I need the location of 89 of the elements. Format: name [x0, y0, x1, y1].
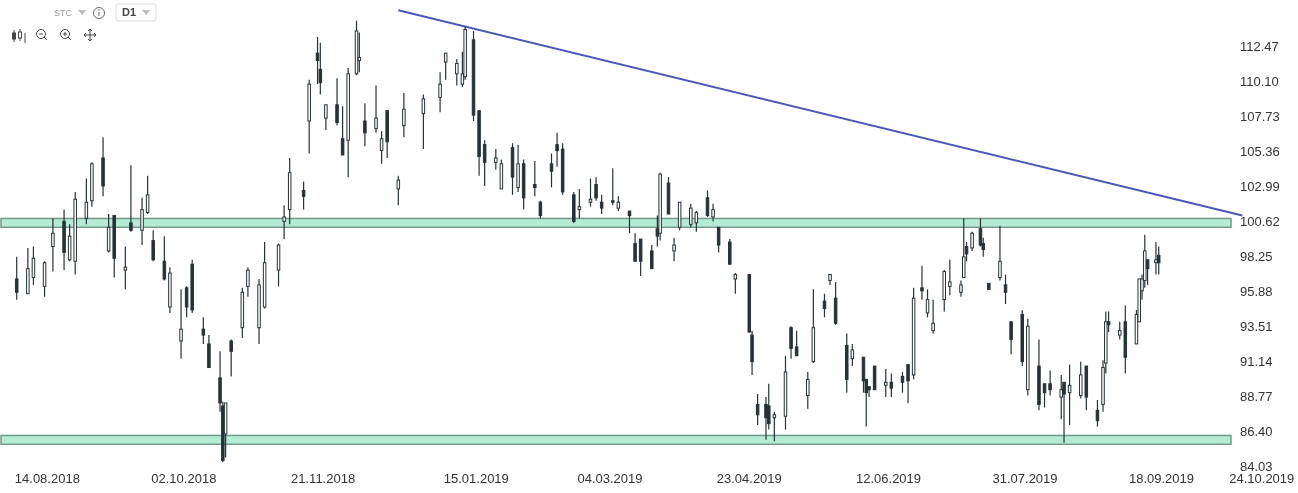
- candlestick: [246, 266, 250, 298]
- candlestick: [363, 102, 367, 147]
- candlestick: [906, 363, 910, 404]
- y-tick-label: 110.10: [1240, 73, 1279, 89]
- y-tick-label: 84.03: [1240, 458, 1273, 474]
- candlestick: [494, 148, 498, 171]
- candlestick: [638, 238, 643, 277]
- y-tick-label: 98.25: [1240, 248, 1273, 264]
- candlestick: [900, 371, 905, 394]
- candlestick: [822, 293, 827, 318]
- candlestick: [794, 330, 799, 357]
- candlestick: [962, 217, 966, 279]
- candlestick: [357, 31, 362, 73]
- candlestick: [925, 288, 930, 318]
- x-tick-label: 24.10.2019: [1229, 471, 1295, 486]
- candlestick: [1048, 369, 1052, 397]
- candlestick: [555, 132, 559, 168]
- y-tick-label: 105.36: [1240, 143, 1280, 159]
- y-tick-label: 112.47: [1240, 38, 1279, 54]
- candlestick: [129, 164, 133, 233]
- y-tick-label: 102.99: [1240, 178, 1280, 194]
- candlestick: [162, 235, 167, 282]
- x-tick-label: 04.03.2019: [577, 471, 643, 486]
- candlestick: [374, 85, 378, 134]
- x-tick-label: 12.06.2019: [856, 471, 922, 486]
- candlestick: [51, 217, 55, 273]
- candlestick: [549, 152, 554, 189]
- candlestick: [599, 194, 604, 215]
- candlestick: [402, 92, 406, 138]
- candlestick: [438, 71, 442, 113]
- candlestick: [1156, 245, 1161, 276]
- candlestick: [920, 265, 924, 301]
- candlestick: [282, 204, 286, 240]
- candlestick: [728, 238, 732, 265]
- candlestick: [201, 316, 206, 345]
- annotation: STC: [54, 8, 73, 18]
- candlestick: [633, 232, 637, 262]
- y-tick-label: 107.73: [1240, 108, 1280, 124]
- x-tick-label: 23.04.2019: [716, 471, 782, 486]
- candlestick: [1154, 241, 1158, 276]
- y-tick-label: 88.77: [1240, 388, 1273, 404]
- candlestick: [301, 180, 306, 211]
- candlestick: [872, 365, 877, 391]
- y-tick-label: 93.51: [1240, 318, 1273, 334]
- candlestick: [516, 144, 520, 193]
- y-tick-label: 100.62: [1240, 213, 1280, 229]
- candlestick: [1009, 321, 1013, 355]
- candlestick: [84, 178, 89, 225]
- candlestick: [179, 288, 183, 360]
- candlestick: [396, 175, 401, 206]
- candlestick: [672, 237, 676, 262]
- candlestick: [207, 334, 211, 369]
- candlestick: [716, 226, 721, 253]
- candlestick: [229, 338, 233, 377]
- candlestick: [140, 197, 144, 246]
- x-tick-label: 14.08.2018: [14, 471, 80, 486]
- candlestick: [733, 272, 738, 295]
- y-tick-label: 86.40: [1240, 423, 1273, 439]
- candlestick: [650, 244, 654, 270]
- candlestick: [931, 299, 935, 335]
- y-tick-label: 91.14: [1240, 353, 1273, 369]
- candlestick: [588, 178, 593, 208]
- candlestick: [627, 210, 632, 234]
- x-tick-label: 15.01.2019: [443, 471, 509, 486]
- x-tick-label: 18.09.2019: [1128, 471, 1195, 486]
- candlestick: [1003, 273, 1008, 305]
- candlestick: [123, 245, 128, 290]
- candlestick: [443, 52, 448, 81]
- candlestick: [755, 393, 760, 426]
- candlestick: [970, 231, 974, 252]
- candlestick: [335, 77, 339, 127]
- annotation: D1: [122, 6, 137, 18]
- candlestick: [14, 256, 19, 301]
- x-tick-label: 02.10.2018: [151, 471, 217, 486]
- candlestick: [151, 229, 155, 262]
- candlestick: [482, 139, 487, 187]
- candlestick: [145, 175, 150, 215]
- candlestick: [998, 225, 1002, 282]
- candlestick: [806, 371, 810, 410]
- candlestick: [1067, 363, 1072, 426]
- candlestick: [594, 176, 598, 202]
- x-tick-label: 21.11.2018: [291, 471, 356, 486]
- y-tick-label: 95.88: [1240, 283, 1273, 299]
- x-tick-label: 31.07.2019: [992, 471, 1058, 486]
- candlestick: [533, 160, 537, 197]
- candlestick: [324, 104, 328, 131]
- candlestick: [789, 325, 793, 360]
- candlestick: [421, 93, 426, 150]
- candlestick: [948, 259, 952, 296]
